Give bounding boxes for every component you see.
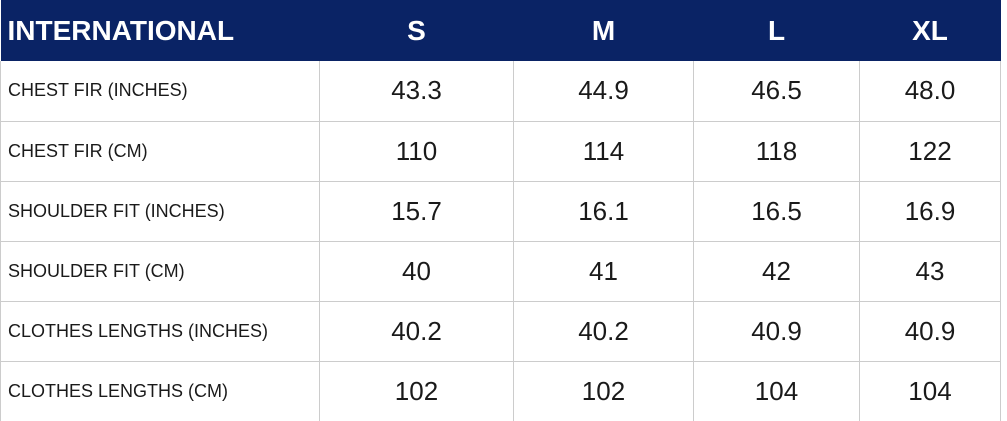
row-label-cell: CHEST FIR (CM) bbox=[0, 120, 320, 182]
value-cell: 16.9 bbox=[859, 180, 1001, 242]
table-row: CHEST FIR (INCHES) 43.3 44.9 46.5 48.0 bbox=[0, 61, 1001, 122]
value-cell: 102 bbox=[513, 360, 694, 421]
value-cell: 40.9 bbox=[693, 300, 860, 362]
row-label-cell: CHEST FIR (INCHES) bbox=[0, 61, 320, 122]
table-row: SHOULDER FIT (CM) 40 41 42 43 bbox=[0, 240, 1001, 302]
header-cell-size-l: L bbox=[693, 0, 860, 61]
value-cell: 40.2 bbox=[513, 300, 694, 362]
row-label-cell: SHOULDER FIT (CM) bbox=[0, 240, 320, 302]
value-cell: 16.5 bbox=[693, 180, 860, 242]
value-cell: 102 bbox=[319, 360, 514, 421]
table-row: CHEST FIR (CM) 110 114 118 122 bbox=[0, 120, 1001, 182]
value-cell: 40.2 bbox=[319, 300, 514, 362]
value-cell: 15.7 bbox=[319, 180, 514, 242]
table-row: CLOTHES LENGTHS (INCHES) 40.2 40.2 40.9 … bbox=[0, 300, 1001, 362]
row-label-cell: SHOULDER FIT (INCHES) bbox=[0, 180, 320, 242]
table-row: CLOTHES LENGTHS (CM) 102 102 104 104 bbox=[0, 360, 1001, 421]
value-cell: 40.9 bbox=[859, 300, 1001, 362]
value-cell: 46.5 bbox=[693, 61, 860, 122]
header-row: INTERNATIONAL S M L XL bbox=[0, 0, 1001, 61]
row-label-cell: CLOTHES LENGTHS (CM) bbox=[0, 360, 320, 421]
header-cell-international: INTERNATIONAL bbox=[0, 0, 320, 61]
value-cell: 110 bbox=[319, 120, 514, 182]
value-cell: 114 bbox=[513, 120, 694, 182]
value-cell: 42 bbox=[693, 240, 860, 302]
value-cell: 118 bbox=[693, 120, 860, 182]
value-cell: 48.0 bbox=[859, 61, 1001, 122]
value-cell: 104 bbox=[693, 360, 860, 421]
value-cell: 43.3 bbox=[319, 61, 514, 122]
value-cell: 104 bbox=[859, 360, 1001, 421]
header-cell-size-m: M bbox=[513, 0, 694, 61]
value-cell: 16.1 bbox=[513, 180, 694, 242]
value-cell: 122 bbox=[859, 120, 1001, 182]
value-cell: 40 bbox=[319, 240, 514, 302]
table-row: SHOULDER FIT (INCHES) 15.7 16.1 16.5 16.… bbox=[0, 180, 1001, 242]
row-label-cell: CLOTHES LENGTHS (INCHES) bbox=[0, 300, 320, 362]
header-cell-size-s: S bbox=[319, 0, 514, 61]
header-cell-size-xl: XL bbox=[859, 0, 1001, 61]
value-cell: 41 bbox=[513, 240, 694, 302]
value-cell: 44.9 bbox=[513, 61, 694, 122]
value-cell: 43 bbox=[859, 240, 1001, 302]
